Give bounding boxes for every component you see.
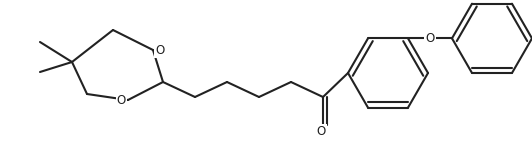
Text: O: O xyxy=(317,125,326,138)
Text: O: O xyxy=(155,44,164,57)
Text: O: O xyxy=(426,32,435,45)
Text: O: O xyxy=(117,93,126,106)
